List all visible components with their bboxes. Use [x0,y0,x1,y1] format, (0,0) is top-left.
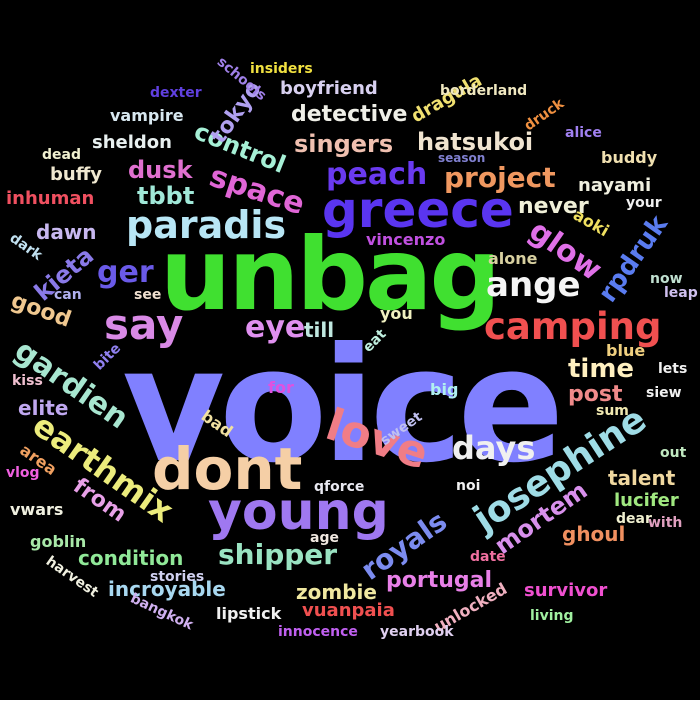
word-vincenzo: vincenzo [366,230,446,249]
word-young: young [208,482,389,542]
word-dexter: dexter [150,85,202,101]
word-days: days [452,429,536,467]
word-inhuman: inhuman [6,188,95,209]
word-portugal: portugal [386,568,493,593]
word-noi: noi [456,478,481,494]
word-till: till [304,318,335,342]
word-vwars: vwars [10,500,64,519]
word-date: date [470,549,506,565]
word-dont: dont [152,435,303,503]
word-detective: detective [291,102,408,127]
word-singers: singers [294,130,394,158]
word-hatsukoi: hatsukoi [417,128,534,156]
word-elite: elite [18,396,69,420]
word-for: for [268,378,294,397]
word-paradis: paradis [126,203,287,247]
word-sum: sum [596,403,629,419]
word-your: your [626,195,662,211]
word-can: can [54,287,82,303]
word-condition: condition [78,546,184,570]
word-tbbt: tbbt [137,182,195,210]
word-buffy: buffy [50,164,103,185]
word-zombie: zombie [296,580,377,604]
word-lucifer: lucifer [614,490,679,511]
word-dead: dead [42,147,81,163]
word-aoki: aoki [570,204,613,241]
word-stories: stories [150,569,205,585]
word-now: now [650,271,683,287]
word-eye: eye [245,310,306,345]
word-dragula: dragula [407,69,486,128]
word-dawn: dawn [36,220,97,244]
word-ange: ange [486,265,581,305]
word-leap: leap [664,285,698,301]
word-talent: talent [608,466,676,490]
word-time: time [568,354,635,384]
word-never: never [518,194,589,219]
word-qforce: qforce [314,479,365,495]
word-big: big [430,380,459,399]
word-out: out [660,445,687,461]
word-greece: greece [322,181,514,239]
word-dear: dear [616,511,652,527]
word-vuanpaia: vuanpaia [302,600,395,621]
word-dusk: dusk [128,156,193,184]
word-incroyable: incroyable [108,577,226,601]
word-kiss: kiss [12,373,43,389]
word-camping: camping [484,305,662,348]
word-alone: alone [488,249,538,268]
word-goblin: goblin [30,532,87,551]
word-siew: siew [646,385,682,401]
word-unbag: unbag [160,216,501,333]
word-ghoul: ghoul [562,522,626,546]
word-yearbook: yearbook [380,624,454,640]
word-survivor: survivor [524,580,608,601]
word-post: post [568,382,623,407]
word-borderland: borderland [440,83,528,99]
word-age: age [310,530,339,546]
word-innocence: innocence [278,624,358,640]
word-ger: ger [97,255,154,290]
word-blue: blue [606,341,646,360]
word-alice: alice [565,125,602,141]
word-see: see [134,287,162,303]
word-nayami: nayami [578,175,652,196]
word-say: say [104,300,184,349]
word-with: with [648,515,683,531]
word-buddy: buddy [601,148,658,167]
word-vampire: vampire [110,106,184,125]
word-lets: lets [658,361,688,377]
word-sheldon: sheldon [92,132,172,153]
word-project: project [444,161,556,194]
word-living: living [530,608,574,624]
word-lipstick: lipstick [216,604,282,623]
word-peach: peach [326,157,428,192]
word-vlog: vlog [6,465,40,481]
word-you: you [380,304,413,323]
word-boyfriend: boyfriend [280,78,378,99]
word-shipper: shipper [218,538,338,571]
word-voice: voice [122,314,565,498]
word-season: season [438,151,486,165]
word-druck: druck [521,95,568,135]
word-insiders: insiders [250,61,313,77]
word-bite: bite [90,340,125,374]
